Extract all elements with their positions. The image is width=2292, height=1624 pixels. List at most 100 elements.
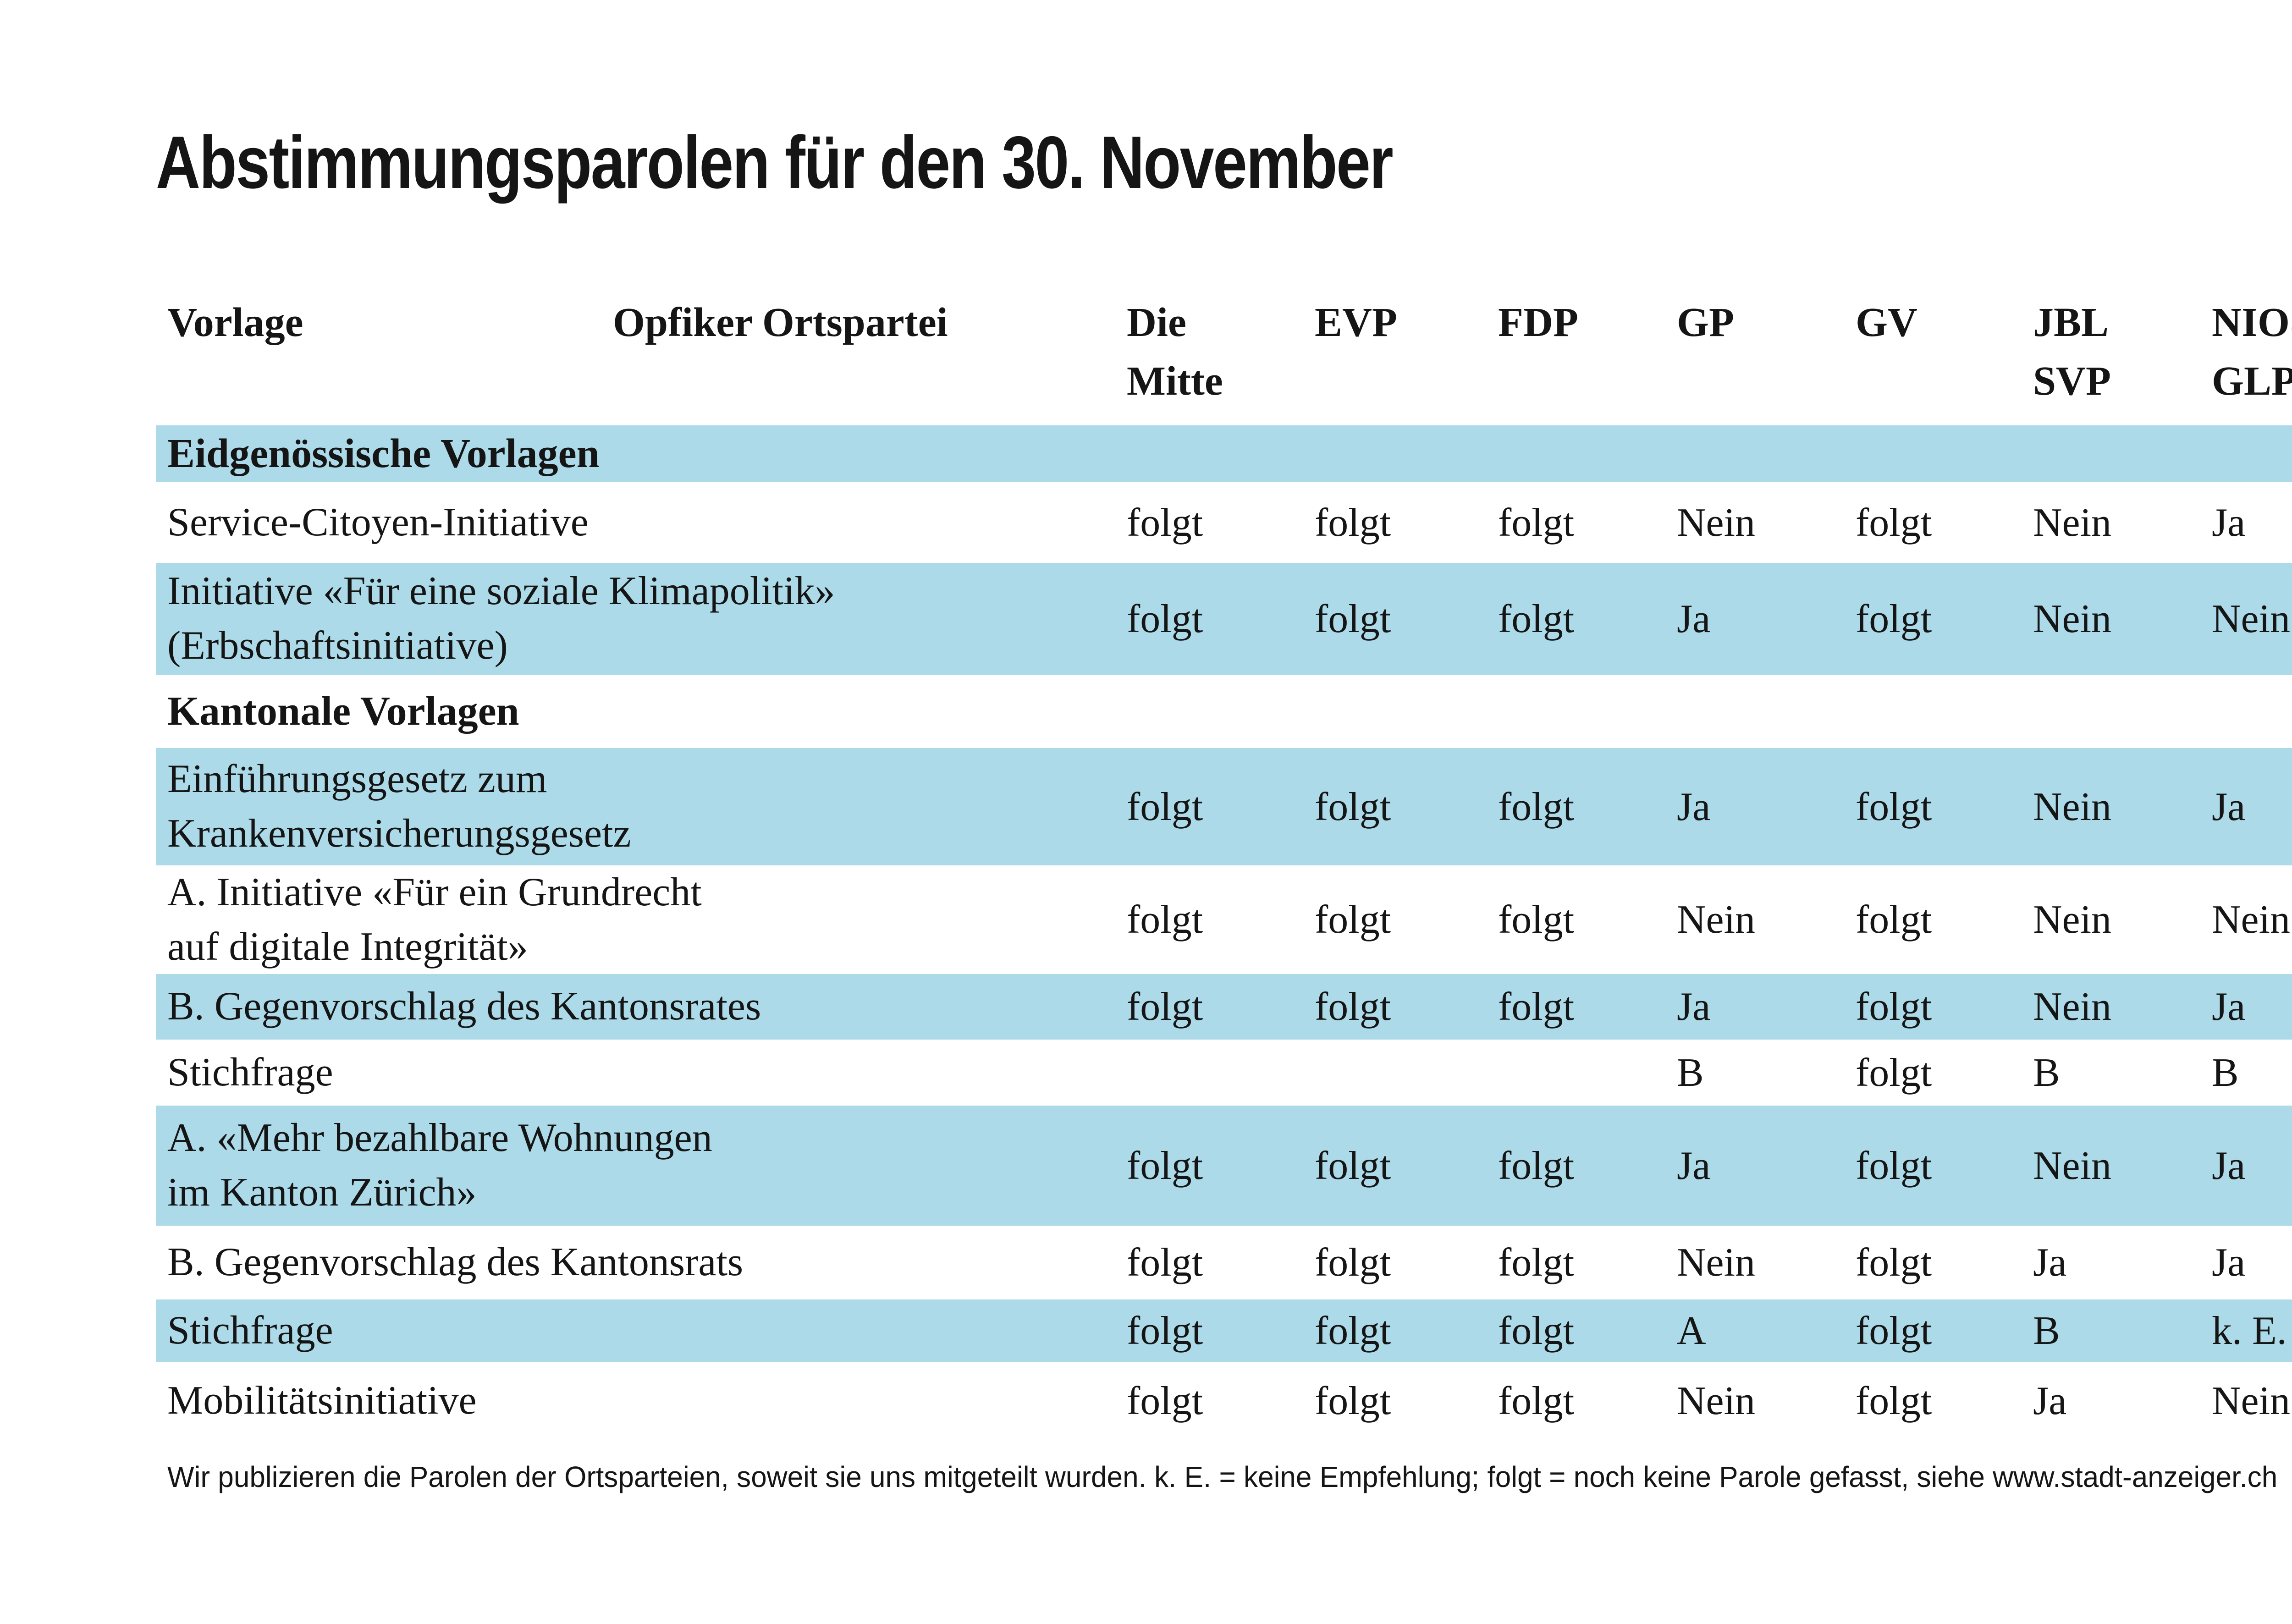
vote-cell: folgt (1856, 596, 1932, 641)
page-title: Abstimmungsparolen für den 30. November (156, 121, 1394, 204)
vote-cell: folgt (1127, 1309, 1203, 1353)
vote-cell: folgt (1127, 1143, 1203, 1188)
vote-cell: folgt (1315, 596, 1391, 641)
header-row: Vorlage Opfiker Ortspartei Die Mitte EVP… (156, 293, 2292, 425)
table-row: B. Gegenvorschlag des Kantonsrats folgt … (156, 1226, 2292, 1299)
table-row: Service-Citoyen-Initiative folgt folgt f… (156, 482, 2292, 563)
column-header-jbl-svp: JBL SVP (2033, 300, 2111, 404)
vote-cell: Ja (2212, 500, 2246, 545)
row-label: Mobilitätsinitiative (167, 1378, 477, 1423)
vote-cell: Nein (2033, 897, 2112, 942)
table-row: B. Gegenvorschlag des Kantonsrates folgt… (156, 974, 2292, 1040)
row-label: A. «Mehr bezahlbare Wohnungen im Kanton … (167, 1116, 712, 1215)
vote-cell: Ja (1677, 784, 1711, 829)
vote-cell: folgt (1856, 985, 1932, 1029)
vote-cell: folgt (1315, 985, 1391, 1029)
vote-cell: folgt (1498, 1143, 1575, 1188)
vote-cell: Ja (2033, 1240, 2067, 1285)
section-row: Eidgenössische Vorlagen (156, 425, 2292, 482)
vote-cell: Nein (2212, 1378, 2291, 1423)
row-label: B. Gegenvorschlag des Kantonsrats (167, 1240, 744, 1285)
vote-cell: folgt (1856, 897, 1932, 942)
vote-cell: Nein (2033, 500, 2112, 545)
vote-cell: folgt (1498, 1240, 1575, 1285)
column-header-fdp: FDP (1498, 300, 1578, 345)
vote-cell: folgt (1315, 1143, 1391, 1188)
vote-cell: folgt (1498, 897, 1575, 942)
vote-cell: folgt (1127, 897, 1203, 942)
vote-cell: B (2033, 1050, 2060, 1095)
vote-cell: folgt (1856, 784, 1932, 829)
vote-cell: B (2033, 1309, 2060, 1353)
column-header-evp: EVP (1315, 300, 1397, 345)
vote-cell: Nein (2033, 784, 2112, 829)
votes-table: Vorlage Opfiker Ortspartei Die Mitte EVP… (156, 293, 2292, 1439)
vote-cell: folgt (1127, 985, 1203, 1029)
vote-cell: Ja (2212, 1143, 2246, 1188)
vote-cell: B (1677, 1050, 1704, 1095)
vote-cell: Nein (1677, 1240, 1756, 1285)
vote-cell: folgt (1498, 1378, 1575, 1423)
vote-cell: A (1677, 1309, 1706, 1353)
vote-cell: folgt (1498, 784, 1575, 829)
footnote: Wir publizieren die Parolen der Ortspart… (167, 1460, 2278, 1493)
table-row: Einführungsgesetz zum Krankenversicherun… (156, 748, 2292, 865)
vote-cell: Nein (2033, 1143, 2112, 1188)
section-row: Kantonale Vorlagen (156, 675, 2292, 748)
vote-cell: folgt (1315, 1378, 1391, 1423)
vote-cell: folgt (1856, 1240, 1932, 1285)
section-label: Eidgenössische Vorlagen (167, 431, 600, 477)
vote-cell: Ja (1677, 596, 1711, 641)
row-label: Stichfrage (167, 1308, 333, 1353)
vorlage-header-label: Vorlage (167, 300, 303, 345)
row-label: Stichfrage (167, 1050, 333, 1095)
vote-cell: folgt (1127, 596, 1203, 641)
table-row: A. «Mehr bezahlbare Wohnungen im Kanton … (156, 1106, 2292, 1226)
vote-cell: folgt (1127, 500, 1203, 545)
vote-cell: folgt (1127, 1378, 1203, 1423)
table-row: Initiative «Für eine soziale Klimapoliti… (156, 563, 2292, 675)
vote-cell: Nein (2033, 985, 2112, 1029)
vote-cell: Ja (2212, 985, 2246, 1029)
vote-cell: folgt (1498, 985, 1575, 1029)
table-row: Mobilitätsinitiative folgt folgt folgt N… (156, 1362, 2292, 1439)
row-label: Initiative «Für eine soziale Klimapoliti… (167, 569, 835, 668)
ortspartei-header-label: Opfiker Ortspartei (613, 300, 948, 345)
vote-cell: folgt (1498, 500, 1575, 545)
vote-cell: Nein (1677, 1378, 1756, 1423)
table-row: Stichfrage folgt folgt folgt A folgt B k… (156, 1299, 2292, 1362)
vote-cell: folgt (1498, 596, 1575, 641)
vote-cell: Nein (1677, 500, 1756, 545)
vote-cell: Ja (1677, 985, 1711, 1029)
column-header-gv: GV (1856, 300, 1917, 345)
row-label: Einführungsgesetz zum Krankenversicherun… (167, 757, 631, 856)
vote-cell: k. E. (2212, 1309, 2287, 1353)
vote-cell: folgt (1856, 1309, 1932, 1353)
vote-cell: Ja (2033, 1378, 2067, 1423)
vote-cell: Ja (2212, 784, 2246, 829)
vote-cell: folgt (1127, 784, 1203, 829)
vote-cell: folgt (1315, 500, 1391, 545)
vote-cell: Ja (1677, 1143, 1711, 1188)
vote-cell: folgt (1498, 1309, 1575, 1353)
vote-cell: folgt (1856, 500, 1932, 545)
header-col-vorlage: Vorlage Opfiker Ortspartei (156, 293, 1127, 352)
column-header-gp: GP (1677, 300, 1734, 345)
vote-cell: Nein (2212, 897, 2291, 942)
vote-cell: B (2212, 1050, 2239, 1095)
vote-cell: folgt (1856, 1050, 1932, 1095)
vote-cell: folgt (1315, 897, 1391, 942)
table-row: Stichfrage B folgt B B folgt B (156, 1040, 2292, 1106)
column-header-die-mitte: Die Mitte (1127, 300, 1223, 404)
vote-cell: folgt (1856, 1143, 1932, 1188)
column-header-nio-glp: NIO@ GLP (2212, 300, 2292, 404)
vote-cell: folgt (1315, 1309, 1391, 1353)
vote-cell: Nein (2033, 596, 2112, 641)
vote-cell: folgt (1856, 1378, 1932, 1423)
section-label: Kantonale Vorlagen (167, 688, 519, 734)
vote-cell: Ja (2212, 1240, 2246, 1285)
row-label: A. Initiative «Für ein Grundrecht auf di… (167, 870, 702, 969)
vote-cell: folgt (1127, 1240, 1203, 1285)
vote-cell: Nein (1677, 897, 1756, 942)
